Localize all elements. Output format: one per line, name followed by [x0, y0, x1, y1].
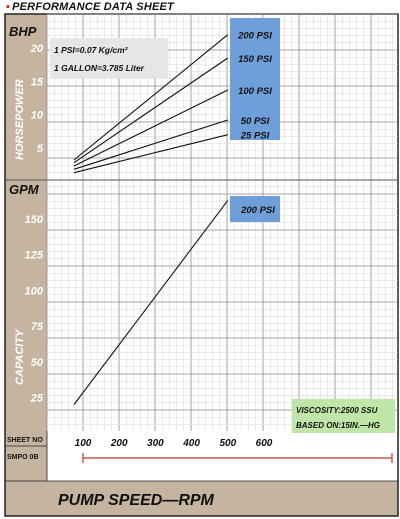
- rpm-tick-label: 600: [256, 438, 273, 449]
- conversion-note-psi: 1 PSI=0.07 Kg/cm²: [54, 45, 129, 55]
- hp-series-label: 200 PSI: [237, 31, 272, 42]
- chart-marks: 5 10 15 20 25 50 75 100 125 150 100 200 300 400 500 600…: [25, 31, 276, 449]
- rpm-tick-label: 100: [75, 438, 92, 449]
- gpm-tick-label: 50: [31, 357, 44, 369]
- hp-tick-label: 15: [31, 76, 44, 88]
- based-on-note: BASED ON:15IN.—HG: [296, 421, 380, 430]
- bhp-label: BHP: [9, 24, 37, 39]
- gpm-tick-label: 125: [25, 250, 44, 262]
- hp-series-label: 25 PSI: [240, 131, 270, 142]
- hp-series-line: [73, 119, 228, 170]
- hp-series-label: 50 PSI: [241, 116, 270, 127]
- horsepower-axis-label: HORSEPOWER: [14, 79, 26, 160]
- hp-tick-label: 10: [31, 110, 44, 122]
- hp-tick-label: 5: [37, 143, 44, 155]
- hp-series-line: [73, 57, 229, 164]
- sheet-title: ▪ PERFORMANCE DATA SHEET: [6, 1, 174, 13]
- capacity-axis-label: CAPACITY: [14, 328, 26, 385]
- capacity-series-line: [73, 200, 229, 405]
- rpm-tick-label: 200: [110, 438, 128, 449]
- sheet-no-label: SHEET NO: [7, 437, 43, 444]
- hp-series-label: 150 PSI: [238, 54, 272, 65]
- sheet-title-text: PERFORMANCE DATA SHEET: [12, 1, 174, 13]
- pressure-legend-box: [230, 18, 280, 140]
- hp-series-line: [73, 134, 228, 174]
- gpm-tick-label: 75: [31, 321, 44, 333]
- gpm-tick-label: 150: [25, 214, 44, 226]
- hp-series-line: [73, 89, 229, 167]
- rpm-tick-label: 400: [182, 438, 200, 449]
- gpm-label: GPM: [9, 182, 40, 197]
- sheet-code: SMPO 0B: [7, 454, 39, 461]
- capacity-series-label: 200 PSI: [240, 205, 275, 216]
- x-axis-title: PUMP SPEED—RPM: [58, 492, 215, 509]
- conversion-note-box: [50, 38, 168, 78]
- rpm-tick-label: 500: [219, 438, 236, 449]
- bottom-axis-strip: [47, 431, 398, 481]
- gpm-tick-label: 100: [25, 285, 44, 297]
- gpm-tick-label: 25: [30, 393, 44, 405]
- rpm-tick-label: 300: [147, 438, 164, 449]
- viscosity-note: VISCOSITY:2500 SSU: [296, 406, 378, 415]
- viscosity-note-box: [292, 399, 395, 433]
- capacity-pressure-box: [230, 196, 280, 222]
- hp-series-line: [73, 34, 229, 161]
- hp-series-label: 100 PSI: [238, 86, 272, 97]
- conversion-note-gallon: 1 GALLON=3.785 Liter: [54, 63, 145, 73]
- hp-tick-label: 20: [30, 43, 44, 55]
